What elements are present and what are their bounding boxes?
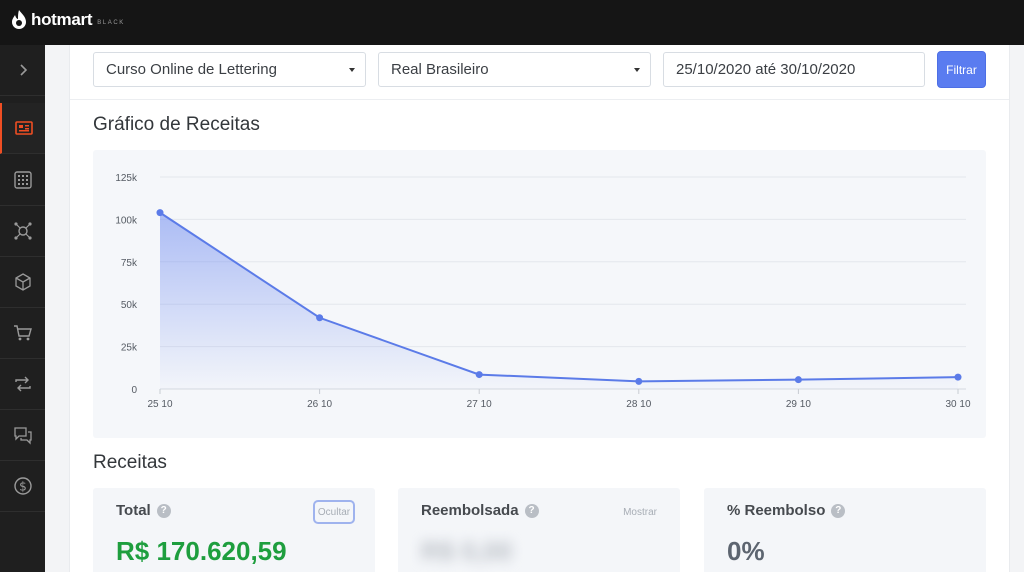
data-point bbox=[316, 314, 324, 322]
y-tick-label: 50k bbox=[121, 300, 138, 311]
data-point bbox=[156, 209, 164, 217]
divider bbox=[70, 99, 1009, 100]
hotmart-logo[interactable]: hotmart BLACK bbox=[10, 9, 125, 31]
revenue-line bbox=[159, 211, 959, 383]
total-value: R$ 170.620,59 bbox=[116, 536, 287, 566]
refund-percent-label: % Reembolso bbox=[727, 502, 826, 519]
top-bar: hotmart BLACK bbox=[0, 0, 1024, 45]
sidebar-item-affiliates[interactable] bbox=[0, 206, 45, 257]
x-tick-label: 25 10 bbox=[147, 399, 172, 410]
sidebar: $ bbox=[0, 45, 45, 572]
logo-text: hotmart bbox=[31, 10, 93, 29]
dollar-icon: $ bbox=[13, 477, 32, 495]
revenue-chart: 0 25k 50k 75k 100k 125k 25 10 26 10 27 10 28 10 29… bbox=[93, 150, 986, 438]
x-tick-label: 30 10 bbox=[945, 399, 970, 410]
dashboard-icon bbox=[14, 121, 33, 135]
y-tick-label: 125k bbox=[115, 173, 138, 184]
product-select-value: Curso Online de Lettering bbox=[106, 61, 277, 78]
x-tick-label: 28 10 bbox=[626, 399, 651, 410]
x-tick-label: 27 10 bbox=[467, 399, 492, 410]
sidebar-item-finance[interactable]: $ bbox=[0, 461, 45, 512]
refund-percent-label-row: % Reembolso ? bbox=[727, 502, 846, 519]
help-icon[interactable]: ? bbox=[524, 503, 539, 518]
show-button[interactable]: Mostrar bbox=[623, 506, 657, 518]
y-tick-label: 100k bbox=[115, 215, 138, 226]
currency-select[interactable]: Real Brasileiro bbox=[378, 52, 651, 87]
refunded-label: Reembolsada bbox=[421, 502, 519, 519]
currency-select-value: Real Brasileiro bbox=[391, 61, 489, 78]
filter-button[interactable]: Filtrar bbox=[937, 51, 986, 88]
data-point bbox=[635, 377, 643, 385]
caret-down-icon bbox=[634, 68, 640, 72]
refund-percent-card: % Reembolso ? 0% bbox=[704, 488, 986, 572]
chevron-right-icon bbox=[19, 64, 27, 76]
box-icon bbox=[14, 273, 31, 291]
revenue-area bbox=[160, 212, 958, 389]
flame-icon bbox=[12, 10, 26, 29]
sidebar-item-expand[interactable] bbox=[0, 45, 45, 96]
y-tick-label: 25k bbox=[121, 343, 138, 354]
refunded-card: Reembolsada ? Mostrar R$ 0,00 bbox=[398, 488, 680, 572]
sidebar-item-sales[interactable] bbox=[0, 308, 45, 359]
total-revenue-card: Total ? Ocultar R$ 170.620,59 bbox=[93, 488, 375, 572]
y-tick-label: 0 bbox=[131, 385, 137, 396]
grid-icon bbox=[13, 171, 32, 189]
logo-suffix: BLACK bbox=[97, 19, 125, 26]
sidebar-item-dashboard[interactable] bbox=[0, 103, 45, 154]
revenue-chart-svg: 0 25k 50k 75k 100k 125k 25 10 26 10 27 10 28 10 29… bbox=[115, 173, 971, 410]
total-label-row: Total ? bbox=[116, 502, 171, 519]
y-tick-label: 75k bbox=[121, 258, 138, 269]
sidebar-item-products[interactable] bbox=[0, 257, 45, 308]
chart-title: Gráfico de Receitas bbox=[93, 114, 260, 135]
date-range-value: 25/10/2020 até 30/10/2020 bbox=[676, 61, 856, 78]
chat-icon bbox=[13, 427, 32, 445]
cart-icon bbox=[13, 325, 32, 341]
revenue-title: Receitas bbox=[93, 452, 167, 473]
data-point bbox=[954, 373, 962, 381]
refunded-value: R$ 0,00 bbox=[421, 536, 513, 566]
sidebar-item-apps[interactable] bbox=[0, 155, 45, 206]
refunded-label-row: Reembolsada ? bbox=[421, 502, 539, 519]
total-label: Total bbox=[116, 502, 151, 519]
refund-percent-value: 0% bbox=[727, 536, 765, 566]
network-icon bbox=[13, 222, 32, 240]
x-tick-label: 26 10 bbox=[307, 399, 332, 410]
sidebar-item-messages[interactable] bbox=[0, 410, 45, 461]
x-tick-label: 29 10 bbox=[786, 399, 811, 410]
help-icon[interactable]: ? bbox=[831, 503, 846, 518]
data-point bbox=[794, 376, 802, 384]
svg-text:$: $ bbox=[19, 480, 27, 494]
caret-down-icon bbox=[349, 68, 355, 72]
product-select[interactable]: Curso Online de Lettering bbox=[93, 52, 366, 87]
data-point bbox=[475, 371, 483, 379]
refresh-icon bbox=[14, 376, 31, 392]
sidebar-item-subscriptions[interactable] bbox=[0, 359, 45, 410]
help-icon[interactable]: ? bbox=[156, 503, 171, 518]
hide-button[interactable]: Ocultar bbox=[313, 500, 355, 524]
date-range-input[interactable]: 25/10/2020 até 30/10/2020 bbox=[663, 52, 925, 87]
